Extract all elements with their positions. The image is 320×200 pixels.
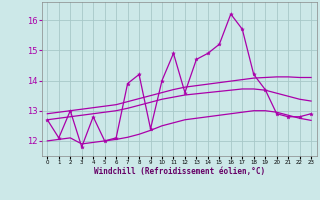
X-axis label: Windchill (Refroidissement éolien,°C): Windchill (Refroidissement éolien,°C): [94, 167, 265, 176]
